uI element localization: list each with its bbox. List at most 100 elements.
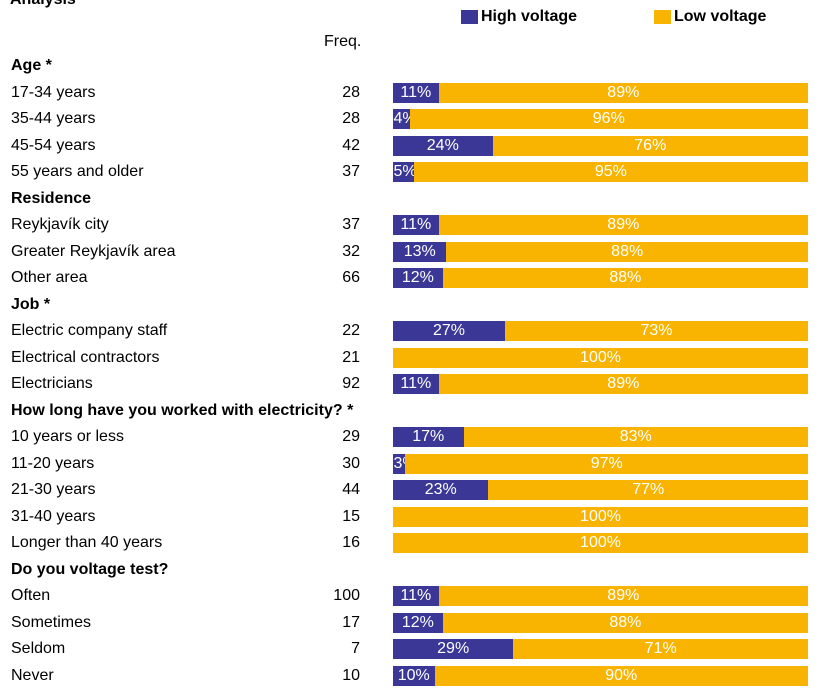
bar-segment-low-label: 88% bbox=[611, 242, 644, 260]
legend-label-high: High voltage bbox=[481, 8, 578, 25]
stacked-bar: 11% 89% bbox=[393, 82, 808, 103]
bar-segment-high: 11% bbox=[393, 82, 439, 103]
bar-segment-low-label: 100% bbox=[580, 507, 621, 525]
bar-segment-high: 12% bbox=[393, 268, 443, 288]
bar-segment-low: 88% bbox=[442, 612, 808, 633]
legend-label-low: Low voltage bbox=[674, 8, 767, 25]
bar-segment-low-label: 97% bbox=[590, 454, 623, 472]
bar-segment-high-label: 17% bbox=[412, 428, 445, 445]
frequency-value: 10 bbox=[342, 666, 360, 684]
stacked-bar: 17% 83% bbox=[393, 427, 808, 447]
bar-segment-high-label: 11% bbox=[400, 216, 432, 233]
frequency-value: 21 bbox=[342, 348, 360, 366]
stacked-bar: 29% 71% bbox=[393, 639, 808, 659]
frequency-value: 22 bbox=[342, 322, 360, 339]
category-label: Longer than 40 years bbox=[11, 534, 163, 551]
frequency-value: 92 bbox=[342, 375, 360, 392]
bar-segment-high-label: 12% bbox=[401, 613, 434, 631]
bar-segment-high-label: 13% bbox=[403, 242, 436, 260]
frequency-value: 28 bbox=[342, 83, 360, 101]
stacked-bar: 100% bbox=[393, 533, 808, 553]
bar-segment-low-label: 89% bbox=[607, 375, 640, 392]
bar-segment-high-label: 27% bbox=[433, 322, 466, 339]
bar-segment-low: 90% bbox=[434, 665, 808, 686]
bar-segment-low-label: 89% bbox=[607, 587, 640, 604]
category-label: Sometimes bbox=[11, 613, 92, 631]
frequency-value: 37 bbox=[342, 216, 360, 233]
bar-segment-high-label: 11% bbox=[400, 375, 432, 392]
legend-swatch-high bbox=[461, 10, 478, 24]
bar-segment-high-label: 10% bbox=[397, 666, 430, 684]
category-label: 45-54 years bbox=[11, 136, 96, 154]
bar-segment-high-label: 23% bbox=[424, 481, 457, 498]
bar-segment-low: 97% bbox=[405, 453, 808, 474]
frequency-value: 16 bbox=[342, 534, 360, 551]
category-label: Electric company staff bbox=[11, 322, 168, 339]
bar-segment-low-label: 89% bbox=[607, 83, 640, 101]
stacked-bar: 100% bbox=[393, 347, 808, 368]
stacked-bar: 5% 95% bbox=[393, 162, 808, 182]
category-label: Other area bbox=[11, 269, 88, 286]
frequency-value: 44 bbox=[342, 481, 360, 498]
category-label: 55 years and older bbox=[11, 163, 144, 180]
bar-segment-low-label: 88% bbox=[609, 613, 642, 631]
bar-segment-low: 95% bbox=[413, 162, 808, 182]
frequency-value: 37 bbox=[342, 163, 360, 180]
category-label: 21-30 years bbox=[11, 481, 96, 498]
category-label: Greater Reykjavík area bbox=[11, 242, 176, 260]
bar-segment-low-label: 73% bbox=[640, 322, 673, 339]
category-label: 10 years or less bbox=[11, 428, 124, 445]
category-label: 17-34 years bbox=[11, 83, 96, 101]
bar-segment-high: 11% bbox=[393, 215, 439, 235]
category-label: 35-44 years bbox=[11, 110, 96, 127]
frequency-value: 32 bbox=[342, 242, 360, 260]
bar-segment-high-label: 11% bbox=[400, 587, 432, 604]
bar-segment-low-label: 100% bbox=[580, 534, 621, 551]
section-heading: Job * bbox=[11, 295, 51, 313]
bar-segment-low: 89% bbox=[438, 374, 808, 394]
bar-segment-low-label: 96% bbox=[592, 110, 625, 127]
stacked-bar: 3% 97% bbox=[393, 453, 808, 474]
bar-segment-low: 89% bbox=[438, 586, 808, 606]
bar-segment-high-label: 12% bbox=[401, 269, 434, 286]
bar-segment-high: 13% bbox=[393, 241, 447, 262]
bar-segment-high: 24% bbox=[393, 135, 493, 156]
frequency-value: 29 bbox=[342, 428, 360, 445]
frequency-value: 28 bbox=[342, 110, 360, 127]
bar-segment-high: 3% bbox=[393, 453, 417, 474]
bar-segment-low-label: 88% bbox=[609, 269, 642, 286]
category-label: Never bbox=[11, 666, 54, 684]
category-label: Electrical contractors bbox=[11, 348, 160, 366]
chart-title: Analysis bbox=[10, 0, 76, 9]
stacked-bar: 24% 76% bbox=[393, 135, 808, 156]
bar-segment-high: 4% bbox=[393, 109, 417, 129]
bar-segment-low-label: 89% bbox=[607, 216, 640, 233]
bar-segment-low-label: 76% bbox=[634, 136, 667, 154]
bar-segment-low-label: 83% bbox=[619, 428, 652, 445]
section-heading: Residence bbox=[11, 189, 92, 207]
legend-high-voltage: High voltage bbox=[461, 8, 577, 26]
bar-segment-low: 88% bbox=[446, 241, 808, 262]
stacked-bar: 27% 73% bbox=[393, 321, 808, 341]
category-label: Seldom bbox=[11, 640, 66, 657]
bar-segment-low: 77% bbox=[488, 480, 808, 500]
legend-swatch-low bbox=[654, 10, 671, 24]
stacked-bar: 12% 88% bbox=[393, 612, 808, 633]
category-label: 11-20 years bbox=[11, 454, 95, 472]
bar-segment-low-label: 90% bbox=[605, 666, 638, 684]
bar-segment-high: 23% bbox=[393, 480, 489, 500]
bar-segment-high-label: 5% bbox=[393, 163, 417, 180]
legend-low-voltage: Low voltage bbox=[654, 8, 766, 26]
stacked-bar: 23% 77% bbox=[393, 480, 808, 500]
bar-segment-high-label: 24% bbox=[426, 136, 459, 154]
frequency-value: 100 bbox=[333, 587, 360, 604]
frequency-value: 17 bbox=[342, 613, 360, 631]
stacked-bar: 11% 89% bbox=[393, 586, 808, 606]
section-heading: How long have you worked with electricit… bbox=[11, 401, 354, 419]
section-heading: Age * bbox=[11, 57, 52, 74]
bar-segment-low: 71% bbox=[513, 639, 808, 659]
frequency-value: 42 bbox=[342, 136, 360, 154]
bar-segment-high: 11% bbox=[393, 374, 439, 394]
bar-segment-low-label: 71% bbox=[644, 640, 677, 657]
bar-segment-low-label: 100% bbox=[580, 348, 621, 366]
